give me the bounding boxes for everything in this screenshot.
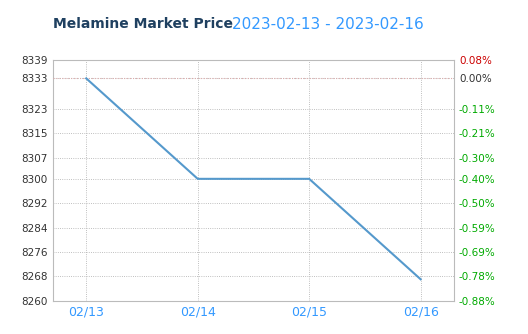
Text: 2023-02-13 - 2023-02-16: 2023-02-13 - 2023-02-16 <box>232 17 424 32</box>
Text: Melamine Market Price: Melamine Market Price <box>53 17 233 31</box>
